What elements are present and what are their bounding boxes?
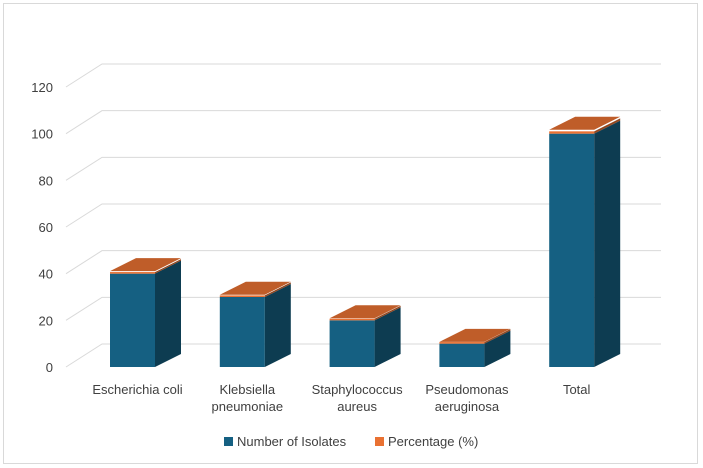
bar-group-4 (549, 116, 621, 368)
y-tick-label-60: 60 (39, 220, 53, 235)
bar-front-0-0 (110, 273, 155, 367)
bar-top-3 (439, 328, 511, 342)
legend: Number of Isolates Percentage (%) (224, 434, 478, 449)
bar-front-0-3 (439, 343, 485, 367)
legend-label-1: Percentage (%) (388, 434, 478, 449)
bar-side-0-2 (374, 307, 401, 367)
y-tick-label-120: 120 (31, 80, 53, 95)
y-tick-label-0: 0 (46, 360, 53, 375)
bar-front-1-0 (110, 272, 155, 274)
x-axis-category-labels: Escherichia coli Klebsiella pneumoniae Stap… (92, 382, 590, 414)
x-tick-label-0: Escherichia coli (92, 382, 182, 397)
bar-top-1 (219, 281, 291, 295)
bar-front-0-1 (219, 297, 265, 367)
bar-front-1-3 (439, 342, 485, 344)
bar-group-0 (110, 258, 181, 367)
bar-side-1-3 (484, 329, 511, 344)
bar-front-1-2 (329, 318, 375, 321)
bar-side-1-4 (594, 118, 621, 134)
bar-group-1 (219, 281, 291, 367)
gridline-60 (65, 203, 661, 228)
bar-front-1-1 (219, 295, 265, 297)
legend-label-0: Number of Isolates (237, 434, 347, 449)
bar-side-0-1 (264, 284, 291, 367)
x-tick-label-2: Staphylococcus aureus (312, 382, 404, 414)
bars (110, 116, 621, 368)
legend-swatch-1 (375, 437, 384, 446)
bar-side-1-2 (374, 305, 401, 321)
bar-side-0-4 (594, 120, 621, 368)
bar-side-1-1 (264, 282, 291, 297)
bar-top-4 (549, 116, 621, 130)
bar-top-0 (110, 258, 181, 272)
bar-side-0-3 (484, 330, 511, 367)
y-tick-label-100: 100 (31, 127, 53, 142)
gridline-100 (65, 110, 661, 135)
bar-group-3 (439, 328, 511, 367)
legend-swatch-0 (224, 437, 233, 446)
y-tick-label-40: 40 (39, 267, 53, 282)
gridline-80 (65, 156, 661, 181)
bar-side-0-0 (155, 260, 181, 367)
x-tick-label-4: Total (563, 382, 591, 397)
bar-top-2 (329, 305, 401, 319)
x-tick-label-1: Klebsiella pneumoniae (212, 382, 284, 414)
bar-front-0-4 (549, 133, 595, 367)
gridline-20 (65, 296, 661, 321)
y-tick-label-20: 20 (39, 313, 53, 328)
gridline-40 (65, 250, 661, 275)
bar-group-2 (329, 305, 401, 367)
bar-front-0-2 (329, 320, 375, 367)
y-axis-tick-labels: 0 20 40 60 80 100 120 (31, 80, 53, 375)
x-tick-label-3: Pseudomonas aeruginosa (425, 382, 509, 414)
y-tick-label-80: 80 (39, 173, 53, 188)
bar-side-1-0 (155, 259, 181, 274)
bar-front-1-4 (549, 131, 595, 134)
gridline-120 (65, 63, 661, 88)
